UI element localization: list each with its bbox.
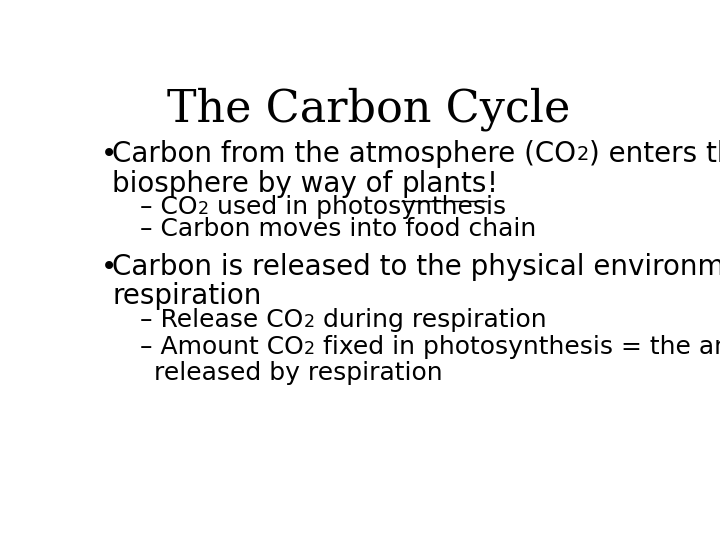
Text: – Carbon moves into food chain: – Carbon moves into food chain xyxy=(140,218,536,241)
Text: !: ! xyxy=(487,170,498,198)
Text: respiration: respiration xyxy=(112,282,261,310)
Text: The Carbon Cycle: The Carbon Cycle xyxy=(167,87,571,131)
Text: ) enters the: ) enters the xyxy=(589,140,720,167)
Text: 2: 2 xyxy=(303,313,315,332)
Text: Carbon from the atmosphere (CO: Carbon from the atmosphere (CO xyxy=(112,140,576,167)
Text: 2: 2 xyxy=(198,200,209,218)
Text: – Amount CO: – Amount CO xyxy=(140,335,304,359)
Text: biosphere by way of: biosphere by way of xyxy=(112,170,402,198)
Text: used in photosynthesis: used in photosynthesis xyxy=(209,194,506,219)
Text: •: • xyxy=(101,253,117,281)
Text: Carbon is released to the physical environment by: Carbon is released to the physical envir… xyxy=(112,253,720,281)
Text: released by respiration: released by respiration xyxy=(154,361,443,385)
Text: during respiration: during respiration xyxy=(315,308,546,332)
Text: fixed in photosynthesis = the amount: fixed in photosynthesis = the amount xyxy=(315,335,720,359)
Text: – CO: – CO xyxy=(140,194,198,219)
Text: •: • xyxy=(101,140,117,167)
Text: 2: 2 xyxy=(576,145,589,164)
Text: plants: plants xyxy=(402,170,487,198)
Text: – Release CO: – Release CO xyxy=(140,308,303,332)
Text: 2: 2 xyxy=(304,341,315,359)
